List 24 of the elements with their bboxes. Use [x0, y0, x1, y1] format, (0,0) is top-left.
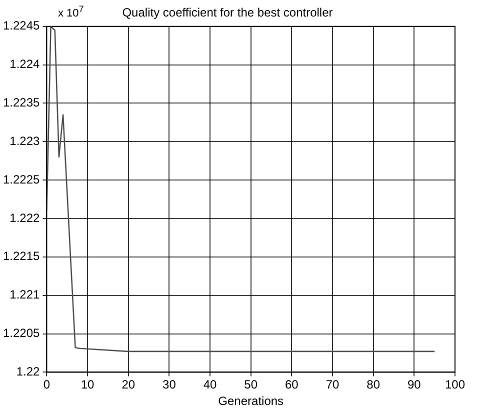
x-tick-label: 50: [244, 378, 258, 392]
x-tick-label: 40: [203, 378, 218, 392]
x-tick-label: 70: [326, 378, 340, 392]
y-tick-label: 1.222: [10, 210, 40, 225]
x-tick-label: 30: [162, 378, 176, 392]
y-tick-label: 1.223: [10, 134, 40, 148]
x-tick-label: 0: [43, 378, 50, 392]
x-tick-label: 80: [366, 378, 380, 392]
x-tick-label: 20: [122, 378, 136, 392]
y-tick-label: 1.2225: [3, 172, 40, 186]
y-tick-label: 1.221: [10, 288, 40, 302]
y-tick-label: 1.2205: [3, 326, 40, 340]
y-tick-label: 1.22: [16, 364, 40, 379]
x-tick-label: 10: [80, 378, 95, 392]
x-tick-label: 90: [407, 378, 422, 392]
x-tick-label: 100: [444, 378, 466, 392]
y-tick-label: 1.2215: [3, 249, 40, 264]
y-tick-label: 1.2245: [3, 18, 40, 33]
x-axis-title: Generations: [218, 394, 284, 408]
x-tick-label: 60: [285, 378, 299, 392]
text: x 10$^{7}$: [58, 4, 84, 20]
y-tick-label: 1.224: [10, 57, 40, 72]
y-tick-label: 1.2235: [3, 96, 40, 110]
chart-title: Quality coefficient for the best controller: [122, 6, 333, 20]
